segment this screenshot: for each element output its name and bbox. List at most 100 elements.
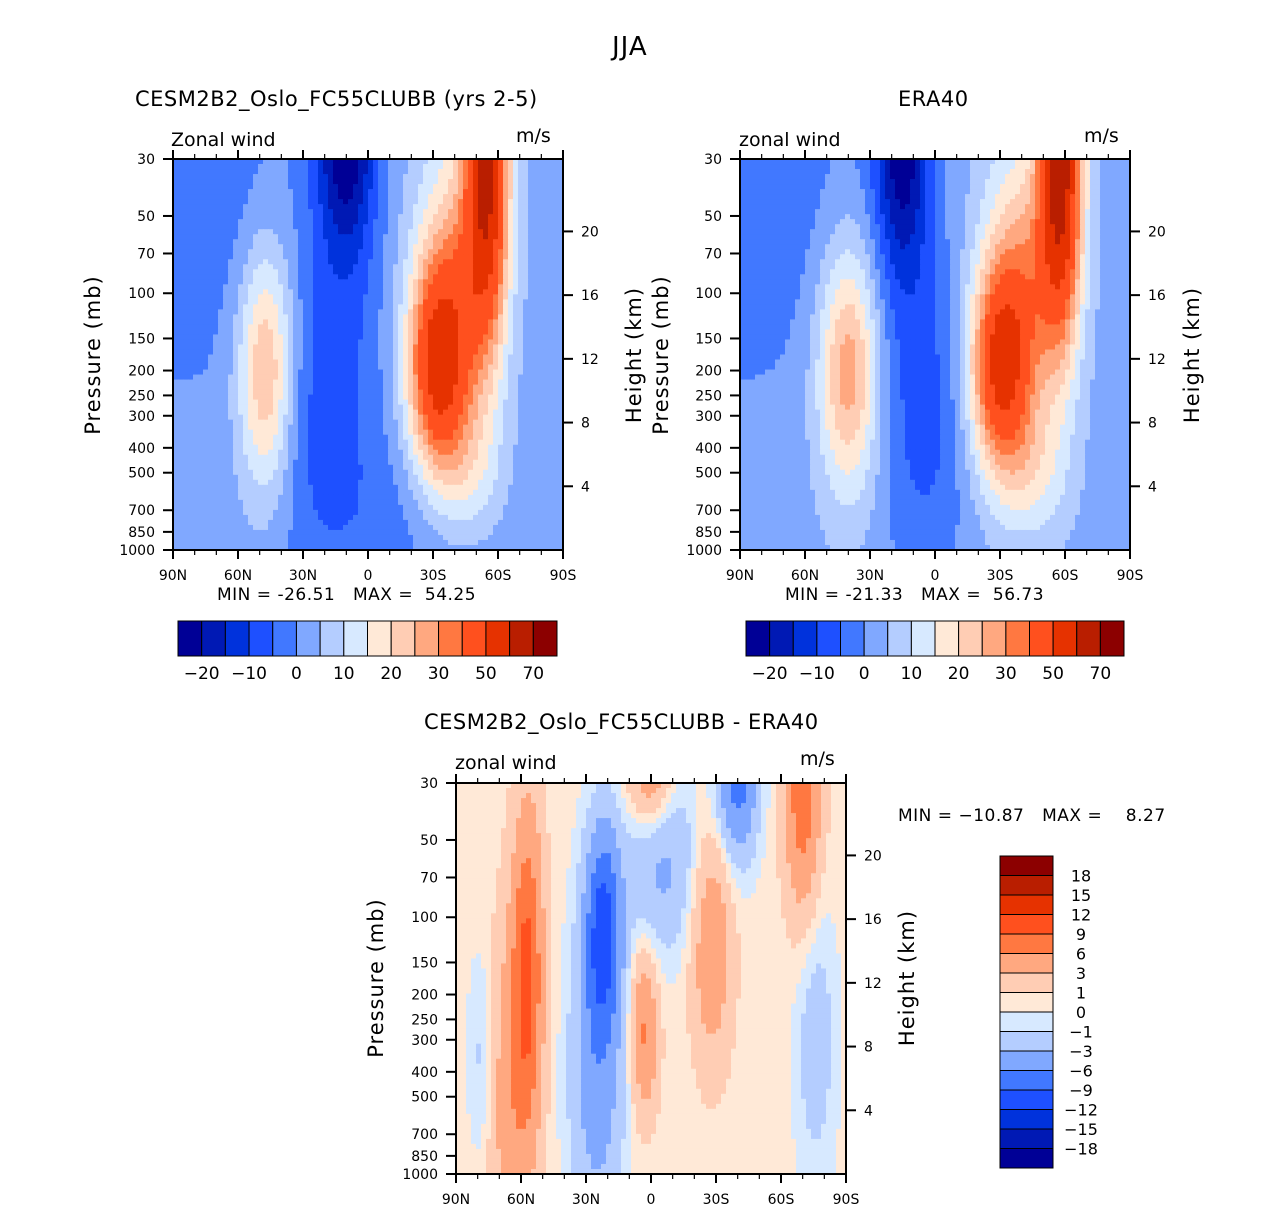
contour-cell: [433, 419, 439, 426]
contour-cell: [188, 399, 194, 406]
contour-cell: [318, 444, 324, 451]
contour-cell: [248, 174, 254, 180]
contour-cell: [198, 334, 204, 341]
contour-cell: [248, 234, 254, 240]
model-right-string: m/s: [516, 125, 551, 147]
contour-cell: [338, 259, 344, 265]
contour-cell: [483, 234, 489, 240]
contour-cell: [248, 199, 254, 205]
contour-cell: [333, 389, 339, 396]
contour-cell: [308, 234, 314, 240]
contour-cell: [313, 159, 319, 165]
contour-cell: [193, 374, 199, 381]
contour-cell: [518, 249, 524, 255]
contour-cell: [308, 179, 314, 185]
contour-cell: [253, 459, 259, 466]
contour-cell: [418, 209, 424, 215]
contour-cell: [313, 399, 319, 406]
contour-cell: [488, 409, 494, 416]
contour-cell: [248, 309, 254, 315]
contour-cell: [283, 359, 289, 366]
contour-cell: [393, 214, 399, 220]
contour-cell: [238, 469, 244, 476]
contour-cell: [553, 159, 559, 165]
contour-cell: [518, 344, 524, 351]
contour-cell: [253, 309, 259, 315]
contour-cell: [393, 464, 399, 471]
contour-cell: [278, 369, 284, 376]
contour-cell: [233, 384, 239, 391]
contour-cell: [293, 394, 299, 401]
contour-cell: [508, 429, 514, 436]
contour-cell: [238, 224, 244, 230]
contour-cell: [438, 459, 444, 466]
contour-cell: [273, 359, 279, 366]
contour-cell: [493, 339, 499, 346]
contour-cell: [353, 399, 359, 406]
contour-cell: [463, 174, 469, 180]
contour-cell: [548, 189, 554, 195]
contour-cell: [173, 264, 179, 270]
contour-cell: [373, 329, 379, 336]
contour-cell: [403, 209, 409, 215]
contour-cell: [198, 419, 204, 426]
contour-cell: [248, 219, 254, 225]
contour-cell: [478, 329, 484, 336]
contour-cell: [498, 359, 504, 366]
contour-cell: [538, 249, 544, 255]
contour-cell: [508, 169, 514, 175]
contour-cell: [493, 369, 499, 376]
contour-cell: [428, 384, 434, 391]
contour-cell: [198, 294, 204, 300]
contour-cell: [533, 164, 539, 170]
contour-cell: [268, 419, 274, 426]
contour-cell: [488, 374, 494, 381]
contour-cell: [538, 384, 544, 391]
contour-cell: [458, 349, 464, 356]
contour-cell: [368, 424, 374, 431]
contour-cell: [433, 334, 439, 341]
contour-cell: [458, 424, 464, 431]
contour-cell: [488, 304, 494, 310]
contour-cell: [303, 224, 309, 230]
contour-cell: [428, 224, 434, 230]
contour-cell: [388, 299, 394, 305]
contour-cell: [418, 264, 424, 270]
contour-cell: [203, 194, 209, 200]
contour-cell: [193, 289, 199, 295]
contour-cell: [233, 454, 239, 461]
contour-cell: [208, 374, 214, 381]
contour-cell: [338, 169, 344, 175]
contour-cell: [223, 424, 229, 431]
contour-cell: [523, 164, 529, 170]
contour-cell: [518, 324, 524, 331]
contour-cell: [408, 189, 414, 195]
contour-cell: [183, 169, 189, 175]
contour-cell: [328, 244, 334, 250]
contour-cell: [508, 379, 514, 386]
contour-cell: [458, 404, 464, 411]
contour-cell: [428, 369, 434, 376]
contour-cell: [273, 409, 279, 416]
contour-cell: [448, 209, 454, 215]
contour-cell: [188, 389, 194, 396]
contour-cell: [468, 399, 474, 406]
contour-cell: [458, 304, 464, 310]
contour-cell: [553, 214, 559, 220]
contour-cell: [378, 169, 384, 175]
contour-cell: [533, 274, 539, 280]
contour-cell: [448, 334, 454, 341]
contour-cell: [533, 269, 539, 275]
contour-cell: [378, 219, 384, 225]
contour-cell: [278, 299, 284, 305]
contour-cell: [498, 254, 504, 260]
contour-cell: [498, 334, 504, 341]
contour-cell: [298, 414, 304, 421]
contour-cell: [458, 439, 464, 446]
contour-cell: [383, 289, 389, 295]
contour-cell: [473, 249, 479, 255]
contour-cell: [328, 274, 334, 280]
contour-cell: [423, 329, 429, 336]
contour-cell: [178, 234, 184, 240]
contour-cell: [253, 264, 259, 270]
